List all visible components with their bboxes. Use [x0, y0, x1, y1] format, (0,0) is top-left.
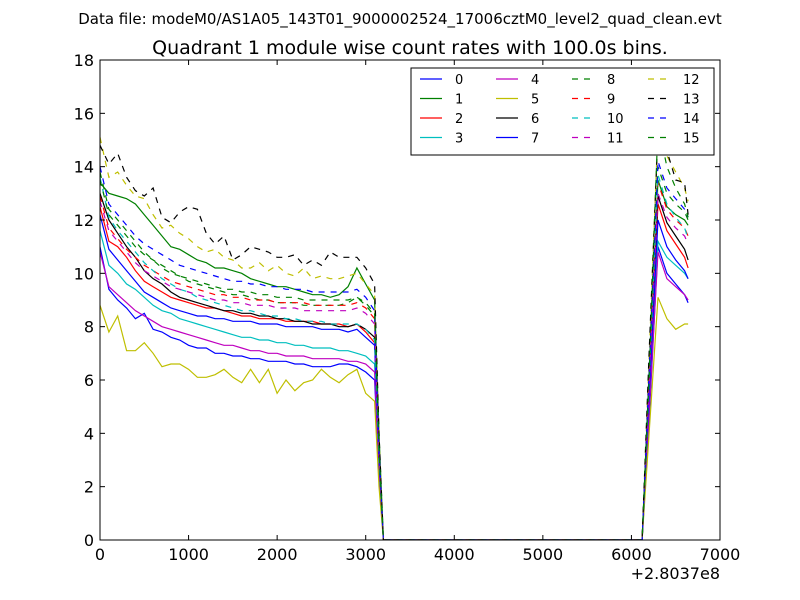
- legend-label-13: 13: [683, 93, 700, 108]
- x-tick-label: 2000: [257, 545, 298, 564]
- y-tick-label: 16: [74, 104, 94, 123]
- legend-label-10: 10: [607, 112, 624, 127]
- series-line-10: [100, 174, 689, 540]
- series-line-14: [100, 161, 689, 540]
- legend-label-6: 6: [531, 112, 539, 127]
- figure-suptitle: Data file: modeM0/AS1A05_143T01_90000025…: [78, 10, 722, 29]
- series-line-2: [100, 203, 689, 540]
- y-tick-label: 12: [74, 211, 94, 230]
- y-tick-label: 0: [84, 531, 94, 550]
- x-tick-label: 5000: [522, 545, 563, 564]
- chart-title: Quadrant 1 module wise count rates with …: [152, 37, 668, 59]
- y-tick-label: 4: [84, 424, 94, 443]
- y-tick-label: 2: [84, 478, 94, 497]
- series-line-3: [100, 230, 689, 540]
- series-line-0: [100, 246, 689, 540]
- plot-frame: [99, 59, 721, 541]
- x-tick-label: 1000: [168, 545, 209, 564]
- legend-label-8: 8: [607, 73, 615, 88]
- x-tick-label: 7000: [700, 545, 741, 564]
- y-tick-label: 18: [74, 51, 94, 70]
- legend-label-15: 15: [683, 132, 700, 147]
- series-line-5: [100, 297, 689, 540]
- series-layer: [100, 123, 689, 540]
- y-tick-label: 6: [84, 371, 94, 390]
- series-line-11: [100, 193, 689, 540]
- legend-label-11: 11: [607, 132, 624, 147]
- x-tick-label: 6000: [611, 545, 652, 564]
- legend-label-3: 3: [455, 132, 463, 147]
- y-tick-label: 10: [74, 264, 94, 283]
- series-line-1: [100, 179, 689, 540]
- series-line-7: [100, 214, 689, 540]
- x-tick-label: 3000: [345, 545, 386, 564]
- series-line-15: [100, 123, 689, 540]
- tick-layer: 0 1000 2000 3000 4000 5000 6000 700002468101214…: [74, 51, 741, 564]
- series-line-12: [100, 126, 689, 540]
- x-offset-label: +2.8037e8: [631, 564, 720, 583]
- legend-label-12: 12: [683, 73, 700, 88]
- legend-label-9: 9: [607, 93, 615, 108]
- legend-label-7: 7: [531, 132, 539, 147]
- legend-label-4: 4: [531, 73, 539, 88]
- legend-label-2: 2: [455, 112, 463, 127]
- legend-label-14: 14: [683, 112, 700, 127]
- x-tick-label: 4000: [434, 545, 475, 564]
- legend-label-1: 1: [455, 93, 463, 108]
- legend-label-5: 5: [531, 93, 539, 108]
- x-tick-label: 0: [95, 545, 105, 564]
- legend-box: [410, 67, 715, 156]
- legend-label-0: 0: [455, 73, 463, 88]
- y-tick-label: 14: [74, 158, 94, 177]
- y-tick-label: 8: [84, 318, 94, 337]
- series-line-4: [100, 251, 689, 540]
